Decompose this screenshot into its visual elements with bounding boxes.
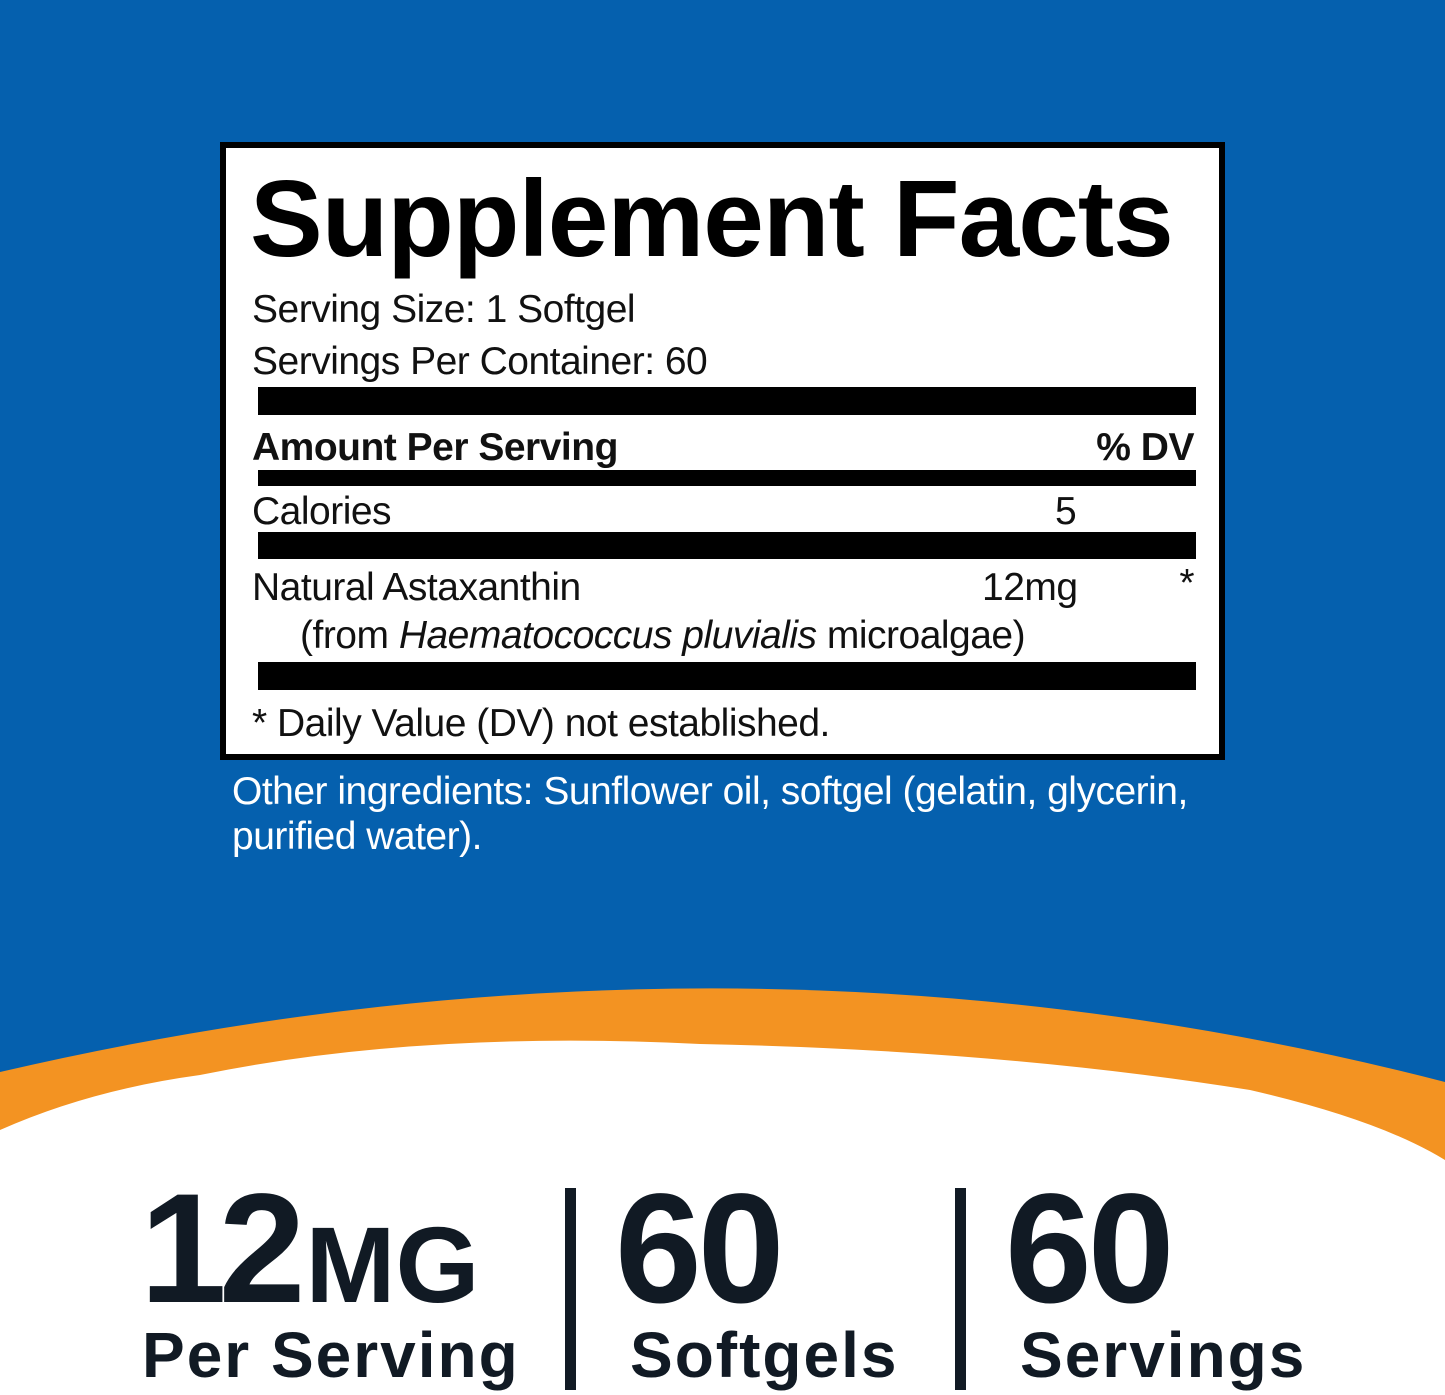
footnote: * Daily Value (DV) not established. (252, 702, 830, 745)
row-astaxanthin-source: (from Haematococcus pluvialis microalgae… (300, 614, 1026, 658)
serving-size: Serving Size: 1 Softgel (252, 288, 636, 331)
divider-thick (258, 662, 1196, 690)
stat-divider (955, 1188, 966, 1390)
stat-divider (565, 1188, 576, 1390)
stat-label: Per Serving (142, 1319, 520, 1391)
stat-servings-value: 60 (1005, 1162, 1175, 1336)
source-species: Haematococcus pluvialis (398, 614, 817, 657)
stat-softgels-label: Softgels (630, 1319, 899, 1391)
amount-per-serving-header: Amount Per Serving (252, 426, 618, 469)
row-astaxanthin-amount: 12mg (982, 566, 1078, 609)
panel-title: Supplement Facts (250, 158, 1174, 280)
servings-per-container: Servings Per Container: 60 (252, 340, 708, 383)
row-astaxanthin-name: Natural Astaxanthin (252, 566, 581, 609)
dv-header: % DV (1096, 426, 1194, 469)
other-ingredients-line-1: Other ingredients: Sunflower oil, softge… (232, 770, 1188, 813)
divider-thick (258, 532, 1196, 559)
stat-unit: MG (305, 1204, 480, 1325)
stat-per-serving: 12MG (140, 1160, 480, 1339)
source-suffix: microalgae) (816, 614, 1026, 657)
supplement-facts-panel: Supplement Facts Serving Size: 1 Softgel… (220, 142, 1225, 760)
stat-value: 12 (140, 1162, 306, 1336)
other-ingredients-line-2: purified water). (232, 815, 482, 858)
source-prefix: (from (300, 614, 399, 657)
stat-servings-label: Servings (1020, 1319, 1307, 1391)
divider-thick (258, 387, 1196, 415)
stat-softgels-value: 60 (615, 1162, 785, 1336)
row-astaxanthin-dv: * (1179, 562, 1194, 605)
row-calories-name: Calories (252, 490, 392, 533)
white-arc (0, 1040, 1445, 1395)
row-calories-amount: 5 (1055, 490, 1077, 533)
divider-medium (258, 470, 1196, 486)
